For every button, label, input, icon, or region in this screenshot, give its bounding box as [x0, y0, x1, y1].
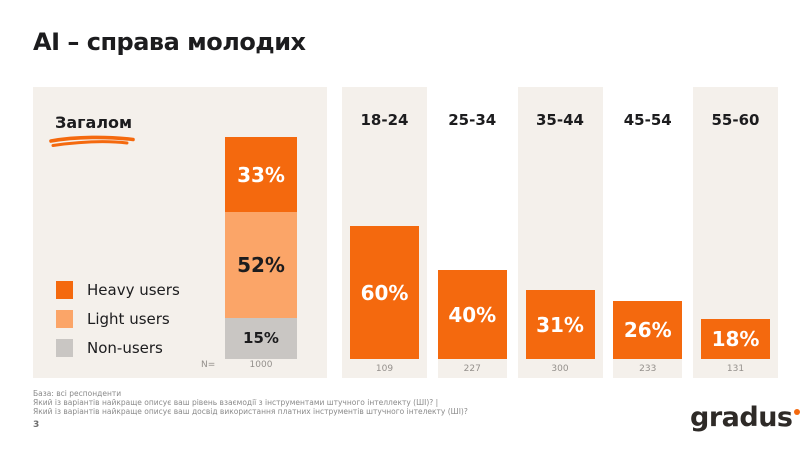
bar-45-54: 26%	[613, 301, 683, 359]
legend-item-heavy-users: Heavy users	[56, 275, 180, 304]
age-header: 55-60	[711, 111, 760, 129]
legend: Heavy users Light users Non-users	[56, 275, 180, 362]
age-header: 35-44	[536, 111, 584, 129]
bar-18-24: 60%	[350, 226, 419, 359]
bar-25-34: 40%	[437, 270, 507, 359]
n-value: 300	[551, 364, 569, 374]
legend-swatch-non-users	[56, 338, 73, 357]
segment-value-label: 33%	[237, 162, 285, 187]
legend-label: Non-users	[87, 338, 163, 357]
bar-value-label: 31%	[536, 312, 584, 337]
scribble-underline-icon	[49, 135, 135, 147]
stacked-segment-heavy: 33%	[225, 137, 297, 213]
age-column-35-44: 35-44 31% 300	[517, 87, 603, 378]
overall-label: Загалом	[55, 113, 133, 132]
legend-item-non-users: Non-users	[56, 333, 180, 362]
n-strip-backdrop	[437, 359, 507, 378]
overall-stacked-bar: 33% 52% 15%	[225, 137, 297, 360]
page-title: AI – справа молодих	[33, 28, 306, 56]
stacked-segment-light: 52%	[225, 212, 297, 318]
segment-value-label: 15%	[243, 329, 279, 348]
bar-value-label: 26%	[623, 318, 672, 342]
segment-value-label: 52%	[237, 253, 285, 278]
n-value: 131	[726, 364, 745, 374]
bar-value-label: 40%	[448, 302, 497, 327]
n-equals-label: N=	[201, 360, 216, 370]
footnote-line: Який із варіантів найкраще описує ваш рі…	[33, 398, 439, 408]
stacked-segment-non: 15%	[225, 317, 297, 360]
age-column-45-54: 45-54 26% 233	[605, 87, 690, 378]
gradus-logo-text: gradus	[690, 402, 793, 433]
overall-panel: Загалом Heavy users Light users Non-user…	[33, 87, 327, 378]
age-header: 25-34	[448, 111, 497, 129]
footnote-line: Який із варіантів найкраще описує ваш до…	[33, 407, 468, 417]
age-header: 45-54	[623, 111, 672, 129]
gradus-logo: gradus	[690, 402, 800, 433]
bar-55-60: 18%	[701, 319, 770, 359]
overall-n-value: 1000	[249, 360, 273, 370]
bar-35-44: 31%	[525, 290, 595, 359]
bar-value-label: 18%	[711, 327, 760, 351]
n-value: 227	[463, 364, 481, 374]
n-value: 233	[639, 364, 657, 374]
legend-label: Light users	[87, 309, 170, 328]
age-header: 18-24	[360, 111, 409, 129]
bar-value-label: 60%	[360, 280, 409, 305]
legend-label: Heavy users	[87, 280, 180, 299]
legend-swatch-heavy-users	[56, 280, 73, 299]
gradus-logo-dot-icon	[794, 409, 800, 415]
n-strip-backdrop	[613, 359, 683, 378]
n-value: 109	[375, 364, 394, 374]
age-column-18-24: 18-24 60% 109	[342, 87, 427, 378]
age-column-55-60: 55-60 18% 131	[693, 87, 778, 378]
footnote: База: всі респонденти Який із варіантів …	[33, 389, 468, 417]
legend-swatch-light-users	[56, 309, 73, 328]
legend-item-light-users: Light users	[56, 304, 180, 333]
age-column-25-34: 25-34 40% 227	[430, 87, 515, 378]
page-number: 3	[33, 420, 40, 430]
footnote-line: База: всі респонденти	[33, 389, 122, 398]
age-columns: 18-24 60% 109 25-34 40% 227 35-44 31% 30…	[342, 87, 778, 378]
